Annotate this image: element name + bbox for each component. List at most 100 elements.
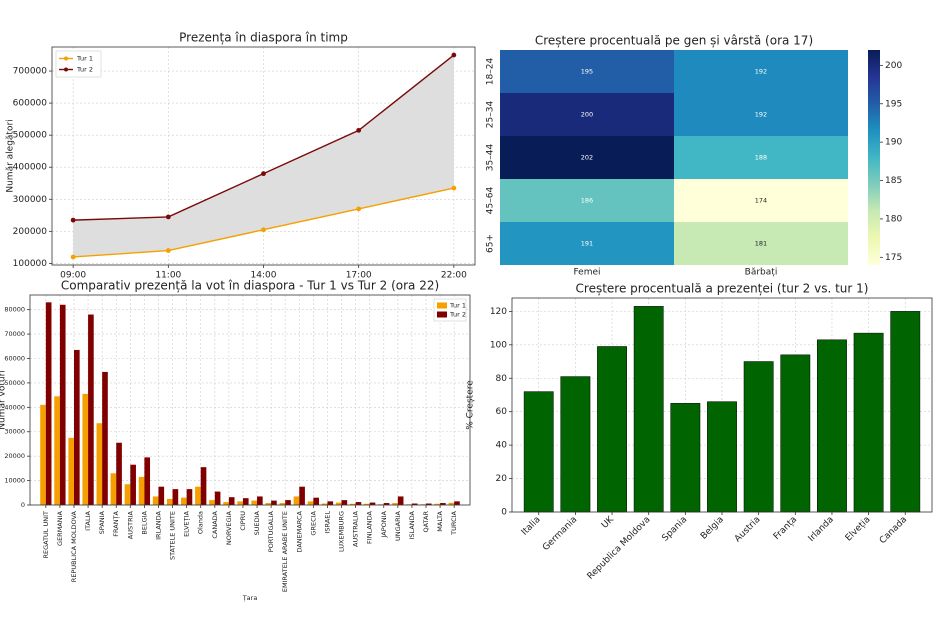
x-tick-label: 17:00	[346, 271, 372, 281]
cell-label: 202	[581, 154, 593, 162]
bar	[313, 497, 319, 505]
y-tick-label: 100	[490, 340, 507, 350]
marker	[70, 217, 76, 223]
bar	[364, 503, 370, 505]
bar	[144, 457, 151, 505]
x-tick-label: 14:00	[251, 271, 277, 281]
bar	[454, 501, 460, 505]
bar	[817, 339, 847, 513]
cell-label: 192	[755, 111, 767, 119]
bar	[152, 496, 159, 505]
heatmap-cell	[674, 222, 848, 265]
bar	[181, 497, 187, 505]
colorbar	[868, 50, 880, 265]
bar	[853, 332, 884, 513]
marker	[451, 52, 457, 58]
cell-label: 181	[755, 240, 767, 248]
y-tick-label: 120	[490, 307, 507, 317]
x-tick-label: REPUBLICA MOLDOVA	[70, 510, 78, 582]
y-tick-label: 10000	[4, 477, 25, 485]
x-tick-label: REGATUL UNIT	[42, 511, 50, 559]
y-tick-label: 0	[501, 508, 507, 518]
row-label: 18–24	[486, 58, 496, 86]
x-tick-label: Spania	[660, 515, 689, 544]
x-tick-label: Belgia	[699, 515, 726, 542]
cell-label: 188	[755, 154, 767, 162]
y-tick-label: 300000	[13, 195, 48, 205]
marker	[356, 127, 362, 133]
bar	[265, 503, 272, 505]
column-label: Femei	[573, 268, 600, 278]
bar	[228, 497, 235, 505]
heatmap-cell	[674, 179, 848, 222]
x-tick-label: MALTA	[436, 510, 444, 531]
y-axis-label: % Creștere	[466, 380, 476, 430]
legend-label: Tur 2	[449, 311, 466, 319]
bar	[257, 496, 263, 505]
bar	[186, 489, 193, 505]
bar	[743, 361, 774, 513]
bar	[633, 306, 664, 513]
x-tick-label: 11:00	[155, 271, 181, 281]
heatmap-cell	[500, 93, 674, 136]
bar	[214, 491, 221, 505]
colorbar-tick-label: 180	[885, 214, 902, 224]
bar	[440, 503, 446, 505]
bar	[411, 503, 418, 505]
bar	[369, 502, 376, 505]
colorbar-tick-label: 195	[885, 99, 902, 109]
fill-between	[73, 55, 454, 257]
x-tick-label: UNGARIA	[394, 510, 402, 541]
bar	[279, 503, 286, 505]
x-tick-label: AUSTRALIA	[352, 510, 360, 547]
chart-title: Comparativ prezență la vot în diaspora -…	[61, 279, 439, 293]
x-tick-label: CIPRU	[239, 511, 247, 531]
bar	[237, 501, 243, 505]
bar	[195, 486, 201, 505]
bar	[40, 404, 46, 505]
chart-title: Creștere procentuală a prezenței (tur 2 …	[576, 282, 869, 296]
y-axis-label: Număr alegători	[6, 119, 16, 192]
y-tick-label: 60	[496, 407, 508, 417]
y-tick-label: 40	[496, 441, 508, 451]
cell-label: 195	[581, 68, 593, 76]
colorbar-tick-label: 175	[885, 253, 902, 263]
legend-marker	[64, 67, 68, 72]
x-tick-label: BELGIA	[140, 510, 148, 534]
x-tick-label: ITALIA	[84, 510, 92, 530]
x-tick-label: ISLANDA	[408, 510, 416, 539]
x-tick-label: EMIRATELE ARABE UNITE	[281, 511, 289, 592]
chart-title: Prezența în diaspora în timp	[179, 31, 348, 45]
row-label: 25–34	[486, 101, 496, 129]
row-label: 65+	[486, 234, 496, 253]
legend-swatch	[437, 311, 447, 318]
x-tick-label: CANADA	[211, 510, 219, 538]
bar	[341, 500, 348, 505]
column-label: Bărbați	[745, 268, 778, 278]
bar	[59, 304, 66, 505]
cell-label: 191	[581, 240, 593, 248]
x-tick-label: Germania	[541, 515, 579, 553]
y-tick-label: 20	[496, 474, 508, 484]
heatmap-cell	[500, 50, 674, 93]
bar	[82, 393, 89, 505]
heatmap-cell	[674, 50, 848, 93]
x-tick-label: Irlanda	[807, 515, 836, 544]
heatmap-cell	[500, 222, 674, 265]
bar	[116, 442, 122, 505]
x-tick-label: QATAR	[422, 511, 430, 533]
bar	[166, 498, 173, 505]
y-tick-label: 100000	[13, 259, 48, 269]
bar	[335, 502, 342, 505]
bar	[130, 464, 136, 505]
chart-title: Creștere procentuală pe gen și vârstă (o…	[535, 34, 813, 48]
bar	[523, 391, 554, 513]
x-tick-label: DANEMARCA	[295, 510, 303, 552]
legend-label: Tur 1	[76, 55, 93, 63]
legend-swatch	[437, 302, 447, 309]
x-tick-label: Olanda	[197, 511, 205, 534]
cell-label: 200	[581, 111, 593, 119]
x-tick-label: Canada	[878, 515, 909, 546]
bar	[124, 484, 131, 505]
